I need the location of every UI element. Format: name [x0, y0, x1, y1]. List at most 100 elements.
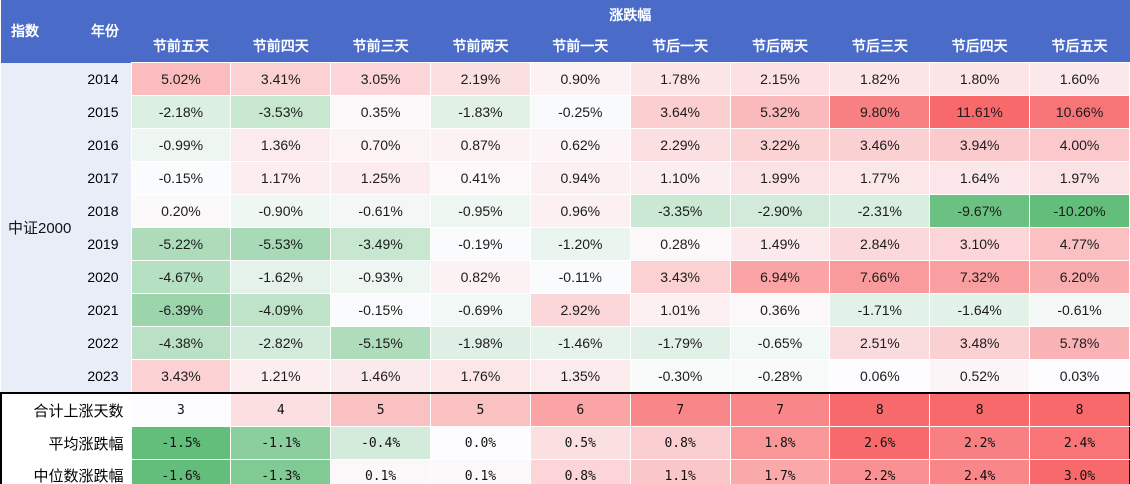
day-column-header: 节前四天	[230, 30, 331, 63]
year-row: 2017 -0.15% 1.17% 1.25% 0.41% 0.94% 1.10% 1.99%…	[1, 161, 1130, 195]
return-value-cell: 0.35%	[330, 95, 432, 129]
year-row: 2016 -0.99% 1.36% 0.70% 0.87% 0.62% 2.29% 3.22%…	[1, 128, 1130, 162]
year-cell: 2017	[66, 161, 131, 195]
summary-value-cell: 8	[1029, 392, 1130, 427]
return-value-cell: 2.51%	[829, 326, 931, 360]
return-value-cell: 7.66%	[829, 260, 931, 294]
return-value-cell: 0.52%	[929, 359, 1031, 394]
return-value-cell: 1.35%	[529, 359, 631, 394]
return-value-cell: 3.46%	[829, 128, 931, 162]
year-cell: 2020	[66, 260, 131, 294]
return-value-cell: 2.92%	[529, 293, 631, 327]
return-value-cell: 1.36%	[230, 128, 332, 162]
year-row: 2015 -2.18% -3.53% 0.35% -1.83% -0.25% 3.64% 5.…	[1, 95, 1130, 129]
return-value-cell: 0.41%	[430, 161, 531, 195]
return-value-cell: -0.65%	[729, 326, 831, 360]
return-value-cell: 0.70%	[330, 128, 432, 162]
return-value-cell: 0.96%	[529, 194, 631, 228]
year-cell: 2018	[66, 194, 131, 228]
index-name-cell: 中证2000	[1, 62, 71, 393]
return-value-cell: 1.17%	[230, 161, 332, 195]
day-column-header: 节前五天	[131, 30, 231, 63]
return-value-cell: 3.10%	[929, 227, 1031, 261]
summary-value-cell: 0.1%	[330, 459, 432, 484]
summary-value-cell: -1.6%	[130, 459, 232, 484]
return-value-cell: 3.43%	[130, 359, 232, 394]
return-value-cell: 1.60%	[1029, 62, 1130, 96]
summary-value-cell: -1.1%	[230, 426, 332, 460]
day-column-header: 节后两天	[730, 30, 830, 63]
summary-value-cell: 0.1%	[430, 459, 531, 484]
return-value-cell: -0.95%	[430, 194, 531, 228]
return-value-cell: 1.21%	[230, 359, 332, 394]
return-value-cell: 11.61%	[929, 95, 1031, 129]
return-value-cell: -5.15%	[330, 326, 432, 360]
return-value-cell: -6.39%	[130, 293, 232, 327]
return-value-cell: -0.61%	[1029, 293, 1130, 327]
return-value-cell: 1.10%	[629, 161, 731, 195]
summary-row-label: 合计上涨天数	[0, 392, 131, 427]
return-value-cell: 7.32%	[929, 260, 1031, 294]
summary-value-cell: 3.0%	[1029, 459, 1130, 484]
return-value-cell: -0.28%	[729, 359, 831, 394]
year-cell: 2014	[66, 62, 131, 96]
return-value-cell: -2.31%	[829, 194, 931, 228]
summary-value-cell: 2.2%	[829, 459, 931, 484]
return-value-cell: 1.25%	[330, 161, 432, 195]
day-column-header: 节前一天	[530, 30, 631, 63]
summary-value-cell: 7	[729, 392, 831, 427]
return-value-cell: 5.02%	[130, 62, 232, 96]
return-value-cell: -1.98%	[430, 326, 531, 360]
return-value-cell: 0.36%	[729, 293, 831, 327]
return-value-cell: -1.83%	[430, 95, 531, 129]
return-value-cell: -4.38%	[130, 326, 232, 360]
summary-value-cell: -0.4%	[330, 426, 432, 460]
summary-row: 平均涨跌幅 -1.5% -1.1% -0.4% 0.0% 0.5% 0.8% 1.8% 2.6%…	[0, 426, 1130, 460]
summary-value-cell: 7	[629, 392, 731, 427]
day-column-header: 节后五天	[1029, 30, 1130, 63]
return-value-cell: -0.61%	[330, 194, 432, 228]
return-value-cell: 2.19%	[430, 62, 531, 96]
summary-value-cell: 1.1%	[629, 459, 731, 484]
return-value-cell: -3.53%	[230, 95, 332, 129]
return-value-cell: 0.06%	[829, 359, 931, 394]
day-header-row: 节前五天 节前四天 节前三天 节前两天 节前一天 节后一天 节后两天 节后三天 节后四天 节后五天	[1, 30, 1130, 63]
return-value-cell: 0.62%	[529, 128, 631, 162]
return-value-cell: -3.49%	[330, 227, 432, 261]
return-value-cell: 1.97%	[1029, 161, 1130, 195]
return-value-cell: -0.15%	[130, 161, 232, 195]
summary-row-label: 中位数涨跌幅	[0, 459, 131, 484]
return-value-cell: -0.93%	[330, 260, 432, 294]
summary-row: 中位数涨跌幅 -1.6% -1.3% 0.1% 0.1% 0.8% 1.1% 1.7% 2.2%…	[0, 459, 1130, 484]
return-value-cell: -1.79%	[629, 326, 731, 360]
return-value-cell: -0.69%	[430, 293, 531, 327]
summary-row: 合计上涨天数 3 4 5 5 6 7 7 8 8 8	[0, 392, 1130, 427]
return-value-cell: 10.66%	[1029, 95, 1130, 129]
return-value-cell: -0.99%	[130, 128, 232, 162]
summary-value-cell: 5	[330, 392, 432, 427]
summary-value-cell: 3	[130, 392, 232, 427]
return-value-cell: -0.19%	[430, 227, 531, 261]
day-column-header: 节后四天	[929, 30, 1030, 63]
year-cell: 2023	[66, 359, 131, 393]
summary-value-cell: 6	[529, 392, 631, 427]
return-value-cell: 6.94%	[729, 260, 831, 294]
table-body: 中证2000 2014 5.02% 3.41% 3.05% 2.19% 0.90% 1.78%…	[1, 62, 1130, 394]
return-value-cell: 1.78%	[629, 62, 731, 96]
return-value-cell: -1.62%	[230, 260, 332, 294]
year-cell: 2015	[66, 95, 131, 129]
summary-value-cell: 5	[430, 392, 531, 427]
year-row: 2021 -6.39% -4.09% -0.15% -0.69% 2.92% 1.01% 0.…	[1, 293, 1130, 327]
return-value-cell: -0.15%	[330, 293, 432, 327]
return-value-cell: 6.20%	[1029, 260, 1130, 294]
day-column-header: 节后三天	[829, 30, 930, 63]
return-value-cell: -4.09%	[230, 293, 332, 327]
return-value-cell: -1.64%	[929, 293, 1031, 327]
summary-value-cell: 2.6%	[829, 426, 931, 460]
year-row: 2022 -4.38% -2.82% -5.15% -1.98% -1.46% -1.79%…	[1, 326, 1130, 360]
return-value-cell: 3.05%	[330, 62, 432, 96]
return-value-cell: -2.18%	[130, 95, 232, 129]
year-column-header: 年份	[66, 0, 131, 63]
return-value-cell: -0.11%	[529, 260, 631, 294]
